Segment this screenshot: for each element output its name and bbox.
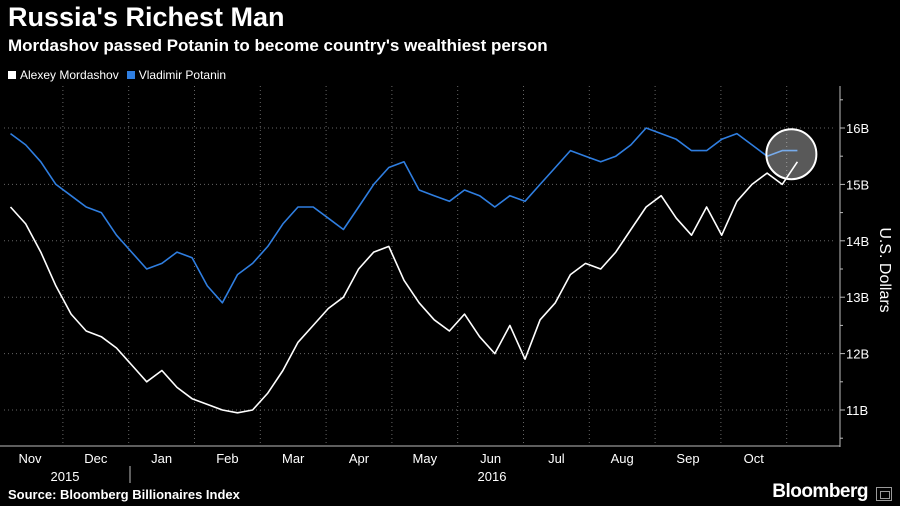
- x-month-label-5: Apr: [349, 451, 370, 466]
- legend-label-mordashov: Alexey Mordashov: [20, 68, 119, 82]
- x-month-label-6: May: [413, 451, 438, 466]
- x-month-label-8: Jul: [548, 451, 565, 466]
- bloomberg-logo: Bloomberg: [772, 481, 868, 502]
- y-axis-title: U.S. Dollars: [876, 227, 893, 312]
- legend: Alexey Mordashov Vladimir Potanin: [8, 68, 234, 82]
- legend-label-potanin: Vladimir Potanin: [138, 68, 227, 82]
- legend-swatch-mordashov: [8, 71, 16, 79]
- x-month-label-9: Aug: [611, 451, 634, 466]
- x-month-label-4: Mar: [282, 451, 305, 466]
- fullscreen-icon[interactable]: [876, 487, 892, 501]
- x-month-label-11: Oct: [744, 451, 765, 466]
- chart-subtitle: Mordashov passed Potanin to become count…: [8, 36, 548, 55]
- y-tick-label-4: 15B: [846, 177, 869, 192]
- y-tick-label-3: 14B: [846, 234, 869, 249]
- x-month-label-1: Dec: [84, 451, 108, 466]
- y-tick-label-0: 11B: [846, 403, 868, 418]
- legend-item-potanin: Vladimir Potanin: [126, 68, 227, 82]
- x-month-label-2: Jan: [151, 451, 172, 466]
- y-tick-label-1: 12B: [846, 347, 869, 362]
- series-line-mordashov: [9, 161, 799, 414]
- x-month-label-10: Sep: [676, 451, 699, 466]
- legend-item-mordashov: Alexey Mordashov: [8, 68, 119, 82]
- y-tick-label-5: 16B: [846, 121, 869, 136]
- y-tick-label-2: 13B: [846, 290, 869, 305]
- highlight-circle: [765, 128, 818, 181]
- chart-title: Russia's Richest Man: [8, 2, 285, 32]
- legend-swatch-potanin: [126, 71, 135, 79]
- x-month-label-7: Jun: [480, 451, 501, 466]
- x-month-label-3: Feb: [216, 451, 238, 466]
- x-year-label-0: 2015: [51, 469, 80, 484]
- x-year-label-1: 2016: [478, 469, 507, 484]
- series-line-potanin: [10, 127, 798, 304]
- source-note: Source: Bloomberg Billionaires Index: [8, 487, 240, 502]
- x-month-label-0: Nov: [18, 451, 42, 466]
